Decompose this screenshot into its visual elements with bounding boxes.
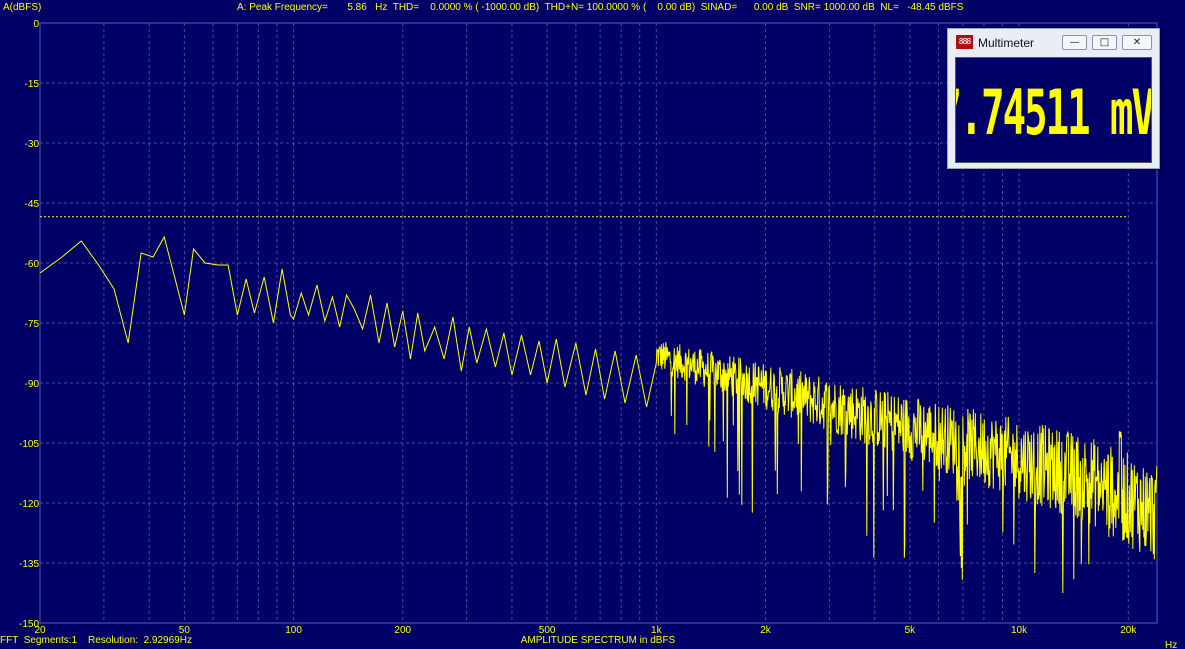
x-tick-label: 1k <box>651 625 663 636</box>
plot-frame <box>39 22 1158 624</box>
y-tick-label: 0 <box>33 19 39 30</box>
y-tick-label: -150 <box>19 619 39 630</box>
y-tick-label: -15 <box>25 79 40 90</box>
footer-segments: FFT Segments:1 <box>0 635 78 646</box>
multimeter-window[interactable]: 888 Multimeter — □ ✕ 27.74511 mV <box>947 28 1160 169</box>
x-tick-label: 20k <box>1120 625 1137 636</box>
close-button[interactable]: ✕ <box>1122 35 1152 50</box>
minimize-button[interactable]: — <box>1062 35 1087 50</box>
multimeter-titlebar[interactable]: 888 Multimeter — □ ✕ <box>948 29 1159 55</box>
x-tick-label: 500 <box>539 625 556 636</box>
close-icon: ✕ <box>1132 37 1142 48</box>
y-tick-label: -45 <box>25 199 40 210</box>
x-tick-label: 2k <box>760 625 772 636</box>
minimize-icon: — <box>1069 37 1080 48</box>
multimeter-display: 27.74511 mV <box>955 57 1152 163</box>
y-axis-label: A(dBFS) <box>3 2 41 13</box>
x-tick-labels: 20 50 100 200 500 1k 2k 5k 10k 20k <box>34 625 1137 636</box>
footer-resolution: Resolution: 2.92969Hz <box>88 635 192 646</box>
multimeter-reading: 27.74511 mV <box>956 78 1152 150</box>
x-tick-label: 200 <box>394 625 411 636</box>
y-tick-label: -75 <box>25 319 40 330</box>
maximize-icon: □ <box>1099 37 1110 48</box>
maximize-button[interactable]: □ <box>1092 35 1117 50</box>
y-tick-label: -120 <box>19 499 39 510</box>
plot-border <box>39 22 1158 624</box>
x-axis-label: Hz <box>1165 640 1177 649</box>
y-tick-labels: 0 -15 -30 -45 -60 -75 -90 -105 -120 -135 -150 <box>19 19 39 630</box>
header-readout: A: Peak Frequency= 5.86 Hz THD= 0.0000 %… <box>237 2 964 13</box>
y-tick-label: -105 <box>19 439 39 450</box>
y-tick-label: -30 <box>25 139 40 150</box>
y-tick-label: -90 <box>25 379 40 390</box>
x-tick-label: 10k <box>1011 625 1028 636</box>
x-tick-label: 50 <box>179 625 191 636</box>
multimeter-app-icon: 888 <box>956 35 973 49</box>
chart-title: AMPLITUDE SPECTRUM in dBFS <box>521 635 676 646</box>
x-tick-label: 20 <box>34 625 46 636</box>
y-tick-label: -135 <box>19 559 39 570</box>
spectrum-trace <box>39 235 1158 594</box>
x-tick-label: 100 <box>285 625 302 636</box>
y-tick-label: -60 <box>25 259 40 270</box>
multimeter-title: Multimeter <box>978 36 1035 50</box>
x-tick-label: 5k <box>905 625 917 636</box>
